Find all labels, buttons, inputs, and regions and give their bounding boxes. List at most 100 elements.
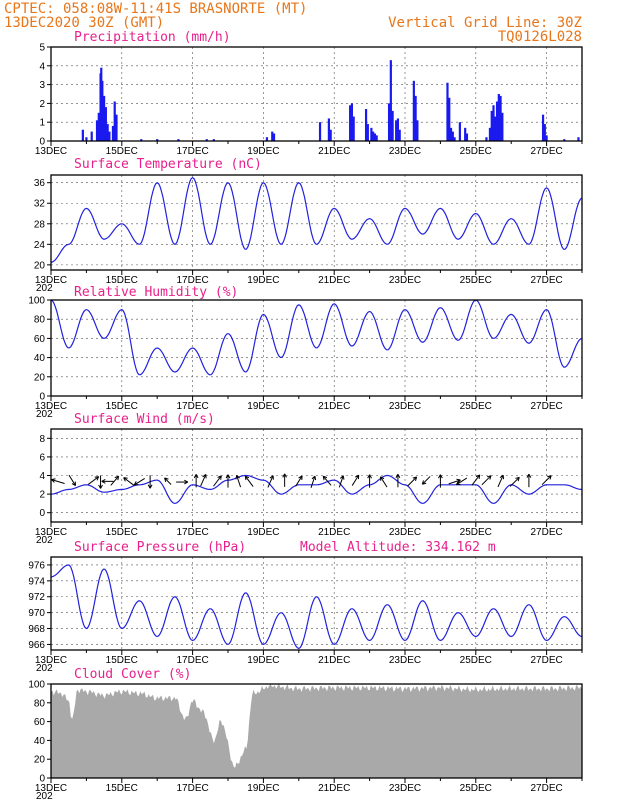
y-tick-label: 3 xyxy=(39,80,45,91)
x-date-label: 17DEC xyxy=(176,275,208,286)
wind-arrow-head xyxy=(133,481,139,486)
wind-arrow-head xyxy=(123,477,128,482)
wind-arrow xyxy=(267,475,274,488)
y-tick-label: 20 xyxy=(34,755,46,766)
precip-bar xyxy=(563,139,566,141)
wind-arrow xyxy=(236,475,242,488)
precip-bar xyxy=(495,101,499,141)
x-date-label: 27DEC xyxy=(530,527,562,538)
precip-bar xyxy=(412,80,415,141)
wind-arrow-head xyxy=(51,478,56,483)
wind-arrow-head xyxy=(71,481,76,486)
wind-arrow-head xyxy=(298,475,303,480)
precip-bar xyxy=(95,120,99,141)
x-date-label: 19DEC xyxy=(247,783,279,794)
wind-arrow xyxy=(134,477,145,486)
precip-bar xyxy=(156,139,159,141)
wind-arrow-head xyxy=(526,473,532,478)
y-tick-label: 966 xyxy=(28,640,45,651)
x-date-label: 25DEC xyxy=(460,527,492,538)
y-tick-label: 24 xyxy=(34,240,46,251)
rh-series-line xyxy=(50,299,583,376)
x-date-label: 15DEC xyxy=(106,146,138,157)
wind-series-line xyxy=(50,474,582,504)
wind-arrow-head xyxy=(515,476,520,482)
x-date-label: 19DEC xyxy=(247,401,279,412)
wind-arrow xyxy=(68,474,76,486)
precip-bar xyxy=(490,110,493,141)
wind-arrow xyxy=(481,475,492,486)
precip-bar xyxy=(265,137,269,141)
wind-arrow-head xyxy=(380,476,385,481)
precip-bar xyxy=(389,60,392,141)
precip-bar xyxy=(501,112,504,141)
y-tick-label: 0 xyxy=(39,508,45,519)
x-date-label: 19DEC xyxy=(247,655,279,666)
header-location: CPTEC: 058:08W-11:41S BRASNORTE (MT) xyxy=(4,1,307,17)
header-model: TQ0126L028 xyxy=(498,29,582,45)
x-date-label: 25DEC xyxy=(460,655,492,666)
press-series-line xyxy=(50,564,583,650)
y-tick-label: 60 xyxy=(34,334,46,345)
wind-arrow-head xyxy=(114,475,120,481)
wind-arrow-head xyxy=(438,474,443,479)
precip-bar xyxy=(543,124,546,141)
x-date-label: 25DEC xyxy=(460,783,492,794)
precip-bar xyxy=(541,114,545,141)
x-date-label: 15DEC xyxy=(106,783,138,794)
precip-bar xyxy=(271,131,274,141)
y-tick-label: 5 xyxy=(39,43,45,54)
precip-bar xyxy=(494,116,497,141)
wind-arrow xyxy=(310,475,316,488)
precip-bar xyxy=(453,137,456,141)
wind-arrow-head xyxy=(486,475,492,480)
y-tick-label: 28 xyxy=(34,219,46,230)
y-tick-label: 2 xyxy=(39,99,45,110)
precip-bar xyxy=(104,107,107,141)
y-tick-label: 6 xyxy=(39,452,45,463)
precip-bar xyxy=(396,118,400,141)
precip-bar xyxy=(272,133,276,141)
y-tick-label: 32 xyxy=(34,199,46,210)
wind-panel: 0 2 4 6 8 13DEC 15DEC 17DEC 19DEC 21DEC 23DEC 25DEC… xyxy=(35,412,583,546)
x-date-label: 23DEC xyxy=(389,655,421,666)
precip-bar xyxy=(318,122,322,141)
y-tick-label: 60 xyxy=(34,717,46,728)
x-date-label: 15DEC xyxy=(106,527,138,538)
precip-bar xyxy=(212,139,215,141)
precip-bar xyxy=(81,129,84,141)
precip-bar xyxy=(448,97,451,141)
wind-arrow-head xyxy=(202,474,207,479)
year-label: 202 xyxy=(36,535,53,546)
rh-panel: 0 20 40 60 80 100 13DEC 15DEC 17DEC 19DEC 21DEC 23D… xyxy=(28,285,583,420)
precip-bar xyxy=(352,116,355,141)
y-tick-label: 970 xyxy=(28,608,45,619)
precip-bar xyxy=(108,131,111,141)
y-tick-label: 8 xyxy=(39,434,45,445)
wind-arrow-head xyxy=(395,474,401,478)
wind-arrow-head xyxy=(456,480,461,486)
temp-panel: 20 24 28 32 36 13DEC 15DEC 17DEC 19DEC 21DEC 23DEC… xyxy=(34,157,583,294)
precip-bar xyxy=(113,101,116,141)
precip-bar xyxy=(375,135,378,141)
x-date-label: 21DEC xyxy=(318,783,350,794)
rh-title: Relative Humidity (%) xyxy=(74,285,238,300)
y-tick-label: 2 xyxy=(39,490,45,501)
wind-arrow xyxy=(541,475,552,486)
year-label: 202 xyxy=(36,283,53,294)
press-panel: 966 968 970 972 974 976 13DEC 15DEC 17DEC 19DEC 21… xyxy=(28,540,583,674)
precip-bar xyxy=(364,109,368,141)
x-date-label: 13DEC xyxy=(35,527,67,538)
precip-bar xyxy=(372,131,375,141)
precip-bar xyxy=(103,95,106,141)
y-tick-label: 976 xyxy=(28,560,45,571)
precip-title: Precipitation (mm/h) xyxy=(74,30,231,45)
wind-arrow xyxy=(213,475,222,487)
y-tick-label: 20 xyxy=(34,372,46,383)
y-tick-label: 0 xyxy=(39,774,45,785)
precip-bar xyxy=(106,124,109,141)
x-date-label: 27DEC xyxy=(530,275,562,286)
wind-arrow xyxy=(295,475,303,487)
y-tick-label: 0 xyxy=(39,137,45,148)
